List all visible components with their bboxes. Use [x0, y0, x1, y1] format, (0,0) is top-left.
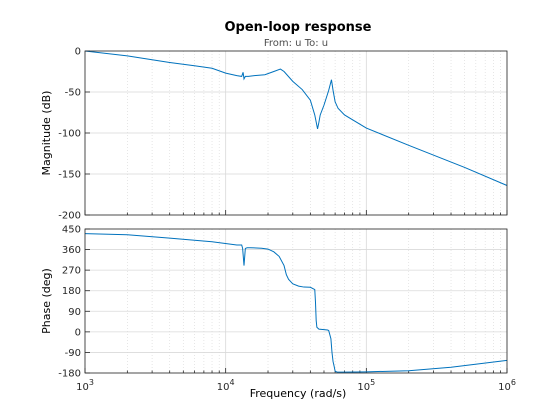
magnitude-axes: 0 -50 -100 -150 -200 Magnitude (dB) [40, 47, 508, 222]
magnitude-ticks: 0 -50 -100 -150 -200 [58, 47, 508, 222]
figure-title: Open-loop response [225, 20, 372, 35]
magnitude-series-line [84, 50, 508, 186]
mag-y-tick-label: -200 [58, 211, 81, 222]
mag-y-tick-label: -150 [58, 170, 81, 181]
phase-axes-box [84, 228, 508, 374]
phase-series-line [84, 233, 508, 373]
phase-ylabel: Phase (deg) [40, 268, 53, 334]
x-axis-label: Frequency (rad/s) [250, 387, 347, 400]
ph-y-tick-label: 270 [62, 266, 81, 277]
io-label: From: u To: u [264, 38, 328, 49]
ph-y-tick-label: 360 [62, 245, 81, 256]
mag-y-tick-label: 0 [75, 47, 81, 58]
mag-y-tick-label: -50 [65, 88, 81, 99]
ph-y-tick-label: 180 [62, 286, 81, 297]
ph-y-tick-label: 0 [75, 327, 81, 338]
phase-ticks: 103 104 105 106 450 360 270 180 90 0 -90 -180 [58, 225, 516, 394]
x-tick-label: 105 [357, 378, 375, 393]
mag-y-tick-label: -100 [58, 129, 81, 140]
x-tick-label: 103 [76, 378, 94, 393]
ph-y-tick-label: -90 [65, 348, 81, 359]
ph-y-tick-label: -180 [58, 369, 81, 380]
x-tick-label: 106 [498, 378, 516, 393]
magnitude-axes-box [84, 50, 508, 216]
ph-y-tick-label: 450 [62, 225, 81, 236]
magnitude-ylabel: Magnitude (dB) [40, 91, 53, 176]
phase-axes: 103 104 105 106 450 360 270 180 90 0 -90 -180 Phase… [40, 225, 516, 394]
x-tick-label: 104 [217, 378, 235, 393]
ph-y-tick-label: 90 [68, 307, 81, 318]
